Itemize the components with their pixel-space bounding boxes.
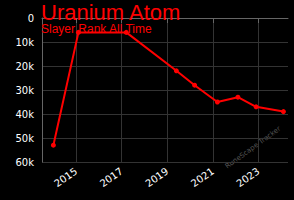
svg-text:Uranium Atom: Uranium Atom [41,0,180,25]
svg-text:RuneScape Tracker: RuneScape Tracker [224,125,283,171]
svg-text:40k: 40k [15,109,34,120]
svg-text:50k: 50k [15,133,34,144]
svg-text:10k: 10k [15,37,34,48]
svg-text:2015: 2015 [52,165,79,189]
svg-text:0: 0 [28,13,34,24]
svg-text:2023: 2023 [234,165,261,189]
svg-text:30k: 30k [15,85,34,96]
svg-text:2017: 2017 [98,165,125,189]
svg-text:2021: 2021 [189,165,216,189]
svg-text:Slayer Rank All Time: Slayer Rank All Time [41,22,152,36]
svg-text:20k: 20k [15,61,34,72]
svg-text:2019: 2019 [143,165,170,189]
svg-text:60k: 60k [15,157,34,168]
